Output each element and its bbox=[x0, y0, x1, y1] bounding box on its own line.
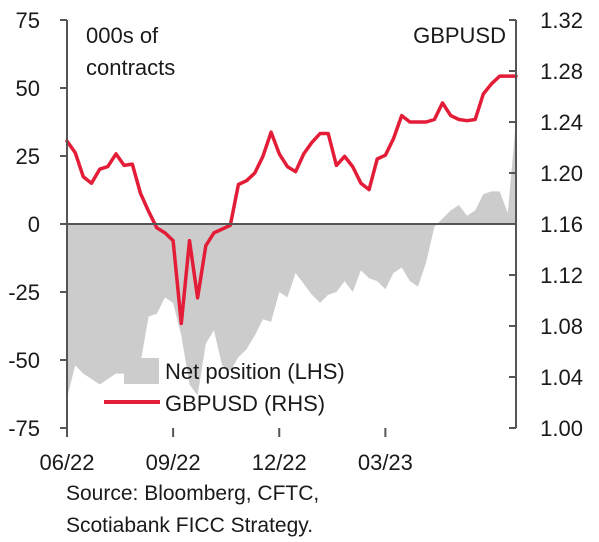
legend-swatch-net-position bbox=[124, 358, 159, 384]
left-tick-label: 25 bbox=[16, 144, 40, 169]
x-tick-label: 06/22 bbox=[39, 450, 94, 475]
right-unit-label: GBPUSD bbox=[413, 23, 506, 48]
left-tick-label: -75 bbox=[8, 416, 40, 441]
left-tick-label: -25 bbox=[8, 280, 40, 305]
tick-labels: 75 50 25 0 -25 -50 -75 1.32 1.28 1.24 1.20 1.16 1.12… bbox=[8, 8, 583, 475]
right-tick-label: 1.28 bbox=[540, 59, 583, 84]
left-tick-label: -50 bbox=[8, 348, 40, 373]
net-position-area bbox=[67, 120, 516, 399]
legend-label-gbpusd: GBPUSD (RHS) bbox=[165, 391, 325, 416]
source-line-2: Scotiabank FICC Strategy. bbox=[66, 514, 313, 537]
left-unit-label-line2: contracts bbox=[86, 55, 175, 80]
x-tick-label: 03/23 bbox=[358, 450, 413, 475]
left-tick-label: 0 bbox=[28, 212, 40, 237]
right-tick-label: 1.24 bbox=[540, 110, 583, 135]
right-tick-label: 1.16 bbox=[540, 212, 583, 237]
right-tick-label: 1.20 bbox=[540, 161, 583, 186]
left-unit-label-line1: 000s of bbox=[86, 23, 159, 48]
left-tick-label: 75 bbox=[16, 8, 40, 33]
right-tick-label: 1.04 bbox=[540, 365, 583, 390]
net-position-area-layer bbox=[67, 120, 516, 399]
x-tick-label: 12/22 bbox=[252, 450, 307, 475]
right-tick-label: 1.00 bbox=[540, 416, 583, 441]
legend-label-net-position: Net position (LHS) bbox=[165, 359, 345, 384]
gbpusd-line bbox=[65, 74, 518, 326]
right-tick-label: 1.12 bbox=[540, 263, 583, 288]
x-tick-label: 09/22 bbox=[146, 450, 201, 475]
gbpusd-line-layer bbox=[65, 74, 518, 326]
axes bbox=[60, 19, 517, 437]
source-line-1: Source: Bloomberg, CFTC, bbox=[66, 482, 319, 505]
legend: Net position (LHS) GBPUSD (RHS) bbox=[104, 358, 345, 416]
right-tick-label: 1.08 bbox=[540, 314, 583, 339]
right-tick-label: 1.32 bbox=[540, 8, 583, 33]
left-tick-label: 50 bbox=[16, 76, 40, 101]
